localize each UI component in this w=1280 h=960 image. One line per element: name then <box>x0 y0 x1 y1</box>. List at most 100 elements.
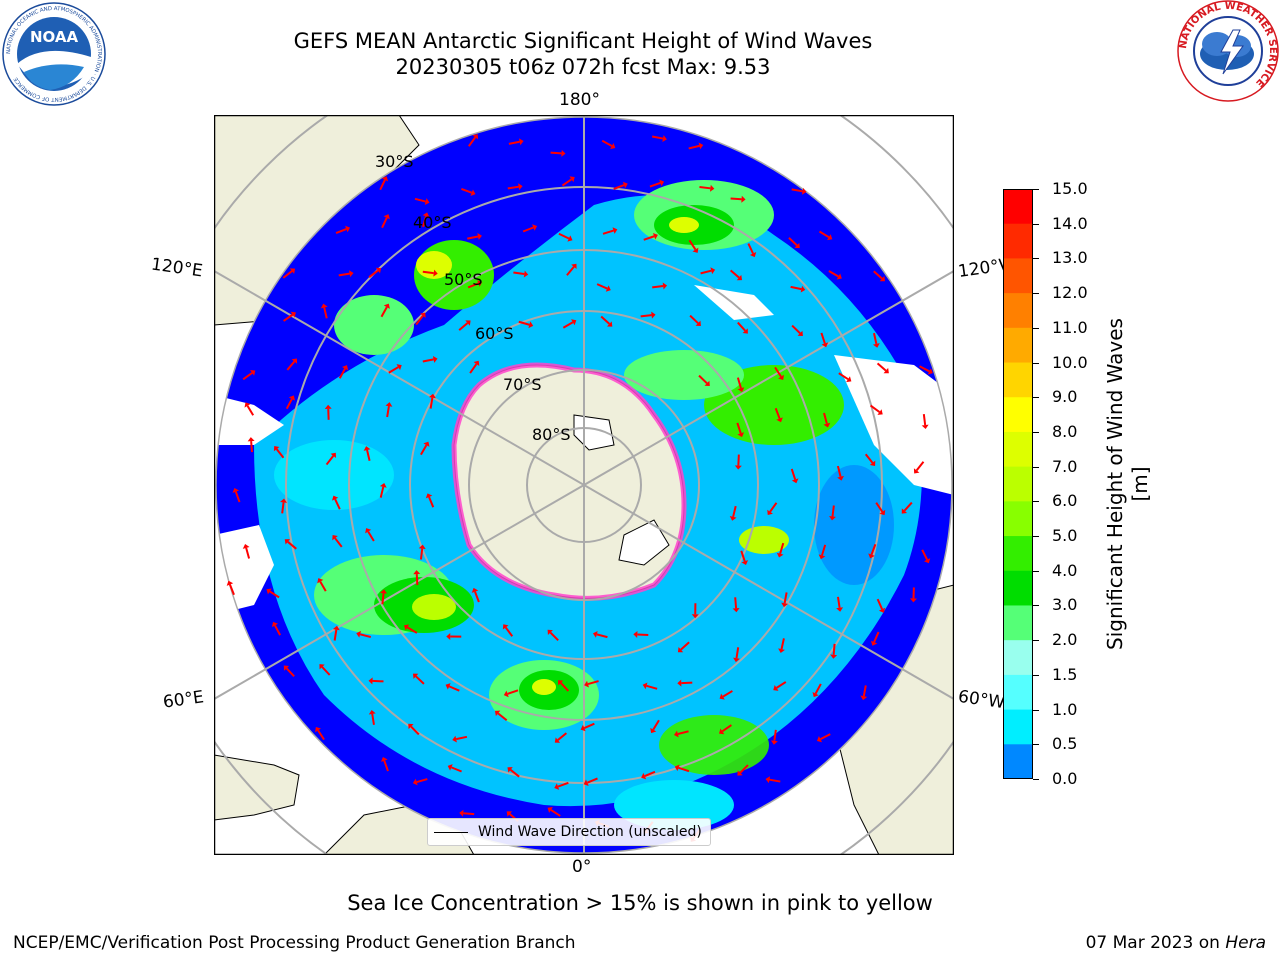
wind-arrow-head <box>375 267 382 274</box>
wind-arrow-shaft <box>644 770 656 778</box>
wind-arrow-head <box>445 683 451 690</box>
sea-ice-edge <box>451 362 687 601</box>
wind-arrow-head <box>283 665 290 671</box>
wind-arrow-shaft <box>838 372 849 381</box>
wind-arrow-shaft <box>769 778 781 783</box>
sea-ice-note: Sea Ice Concentration > 15% is shown in … <box>347 891 933 915</box>
wind-arrow-shaft <box>688 144 700 150</box>
wind-arrow-shaft <box>820 733 831 741</box>
wind-arrow-shaft <box>823 412 828 424</box>
wind-arrow-shaft <box>596 283 608 290</box>
wind-arrow-shaft <box>406 626 418 634</box>
wind-arrow-head <box>324 404 332 409</box>
wind-arrow-shaft <box>651 135 664 140</box>
wind-arrow-head <box>741 195 746 203</box>
wind-arrow-head <box>872 343 880 348</box>
wind-arrow-head <box>827 234 833 241</box>
wind-arrow-head <box>503 690 509 698</box>
wind-arrow-shaft <box>699 186 711 190</box>
wind-arrow-head <box>288 395 296 401</box>
colorbar-bin <box>1003 293 1033 329</box>
wind-arrow-shaft <box>317 729 325 741</box>
wind-arrow-shaft <box>415 574 419 586</box>
wind-arrow-shaft <box>832 643 836 655</box>
wind-arrow-head <box>800 285 806 293</box>
wind-arrow-shaft <box>286 360 296 371</box>
wind-arrow-head <box>741 560 749 566</box>
wind-arrow-head <box>801 187 807 195</box>
footer-date-text: 07 Mar 2023 on <box>1085 933 1226 953</box>
wind-arrow-head <box>447 764 453 771</box>
wind-arrow-head <box>709 184 715 192</box>
wind-arrow-head <box>677 646 684 653</box>
wind-arrow-head <box>691 614 699 619</box>
wind-arrow-head <box>641 772 647 780</box>
wind-arrow-head <box>622 181 628 189</box>
footer-credit: NCEP/EMC/Verification Post Processing Pr… <box>13 933 576 953</box>
wind-arrow-head <box>385 402 393 407</box>
wind-arrow-head <box>883 367 889 374</box>
colorbar-tick-label: 10.0 <box>1052 352 1088 372</box>
wind-arrow-shaft <box>646 684 658 690</box>
wind-arrow-head <box>332 535 338 541</box>
wind-arrow-head <box>363 446 371 451</box>
colorbar-label: Significant Height of Wind Waves [m] <box>1103 318 1152 650</box>
wind-arrow-shaft <box>467 282 479 289</box>
wind-arrow-head <box>633 630 638 638</box>
wind-arrow-head <box>913 468 920 474</box>
lat-label-30s: 30°S <box>375 152 414 171</box>
footer-system: Hera <box>1225 933 1266 953</box>
colorbar-bin <box>1003 258 1033 294</box>
wind-arrow-shaft <box>497 712 508 722</box>
chart-subtitle: 20230305 t06z 072h fcst Max: 9.53 <box>395 55 771 79</box>
wind-arrow-shaft <box>507 689 519 695</box>
wind-arrow-shaft <box>739 764 749 774</box>
colorbar-tick-mark <box>1033 744 1039 746</box>
wind-arrow-shaft <box>463 812 475 816</box>
wind-arrow-head <box>869 460 876 466</box>
wind-arrow-shaft <box>275 448 285 459</box>
wind-arrow-shaft <box>586 777 598 784</box>
colorbar-tick-label: 15.0 <box>1052 179 1088 198</box>
wind-arrow-head <box>692 247 699 253</box>
wind-arrow-shaft <box>747 243 754 254</box>
colorbar-bin <box>1003 189 1033 225</box>
wind-arrow-shaft <box>919 365 930 373</box>
lon-label-60e: 60°E <box>161 687 206 713</box>
wind-arrow-head <box>773 684 779 691</box>
wind-arrow-head <box>580 724 586 732</box>
wind-arrow-shaft <box>383 760 389 772</box>
wind-arrow-head <box>719 693 725 700</box>
wind-arrow-shaft <box>419 548 424 560</box>
colorbar-bin <box>1003 674 1033 711</box>
colorbar-tick-mark <box>1033 258 1039 260</box>
wind-arrow-head <box>870 640 878 646</box>
wind-arrow-head <box>232 487 240 493</box>
wind-arrow-shaft <box>562 321 574 329</box>
noaa-logo: NOAA NATIONAL OCEANIC AND ATMOSPHERIC AD… <box>2 2 106 106</box>
wind-arrow-head <box>742 328 748 334</box>
wind-arrow-head <box>732 607 740 613</box>
wind-arrow-head <box>710 267 716 275</box>
wind-arrow-head <box>330 452 337 459</box>
wind-arrow-shaft <box>504 626 514 637</box>
wind-arrow-head <box>523 270 529 278</box>
wind-arrow-shaft <box>509 769 520 778</box>
wind-arrow-head <box>284 539 291 545</box>
wind-arrow-shaft <box>368 269 379 278</box>
wind-arrow-head <box>477 233 482 240</box>
wind-arrow-head <box>289 268 296 274</box>
wind-arrow-head <box>659 179 665 187</box>
chart-title: GEFS MEAN Antarctic Significant Height o… <box>293 29 873 53</box>
wind-arrow-shaft <box>557 781 569 788</box>
wind-arrow-head <box>420 312 426 318</box>
wind-arrow-head <box>452 735 457 743</box>
wind-arrow-shaft <box>455 735 468 741</box>
colorbar-tick-label: 13.0 <box>1052 248 1088 268</box>
wind-arrow-shaft <box>359 633 372 639</box>
polar-map <box>214 115 954 855</box>
wind-arrow-head <box>473 360 480 367</box>
wind-arrow-head <box>554 783 560 790</box>
wind-arrow-head <box>868 553 875 559</box>
wind-arrow-shaft <box>821 544 827 556</box>
